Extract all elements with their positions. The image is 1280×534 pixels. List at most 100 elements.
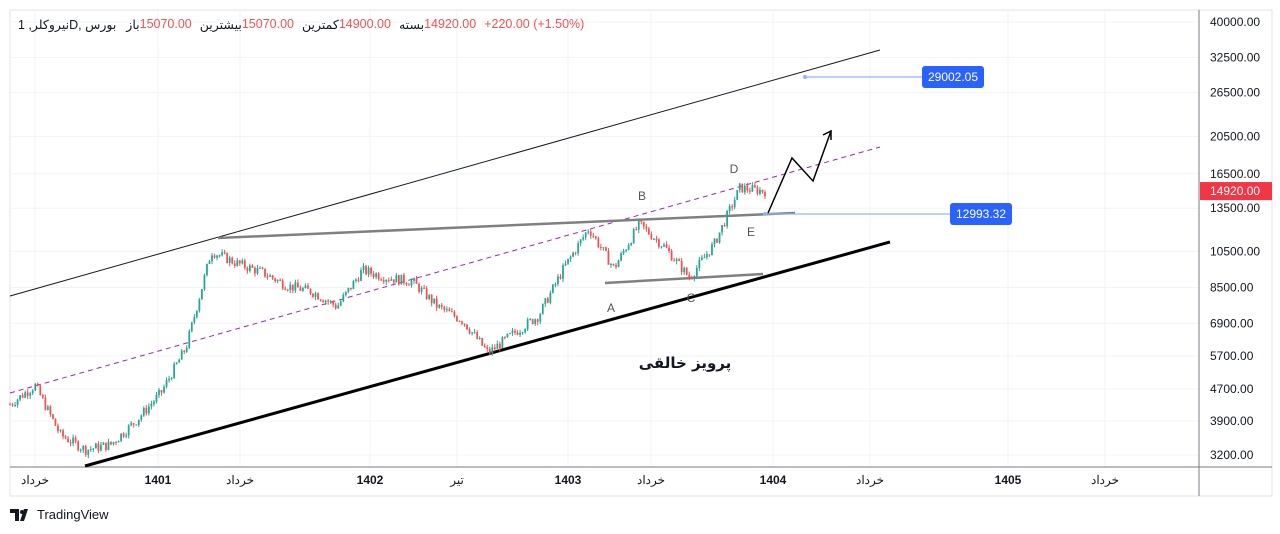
candle-body [700,257,703,260]
candle-body [736,190,739,200]
candle-body [599,246,602,248]
candle-body [572,252,574,257]
candle-body [597,238,600,247]
price-level-anchor [803,75,807,79]
candle-body [296,282,299,288]
projection-path [767,130,832,214]
candle-body [39,385,42,396]
close-value: 14920.00 [424,17,477,31]
candle-body [360,270,362,281]
candle-body [238,260,241,264]
candle-body [228,257,231,264]
candle-body [339,301,342,306]
candle-body [135,424,138,426]
candle-body [534,319,537,324]
candle-body [362,265,365,271]
candle-body [380,279,383,281]
candle-body [594,236,597,239]
candle-body [44,397,47,410]
tradingview-logo-icon [10,508,28,521]
candle-body [26,392,29,396]
candle-body [567,258,569,264]
candle-body [698,259,701,268]
candle-body [125,435,128,437]
candle-body [645,226,648,229]
candle-body [155,394,158,402]
candle-body [64,436,67,439]
candle-body [370,267,372,274]
candle-body [670,251,673,261]
candle-body [324,300,327,303]
candle-body [716,238,718,243]
candle-body [706,254,708,258]
candle-body [185,347,188,352]
candle-body [630,243,633,246]
candle-body [216,255,218,258]
candle-body [549,292,552,303]
candle-body [264,268,266,277]
candle-body [195,310,198,317]
candle-body [102,442,105,445]
candle-body [473,332,476,334]
candle-body [221,252,224,256]
candle-body [107,441,110,450]
change-value: +220.00 (+1.50%) [484,17,585,31]
x-tick-label: خرداد [1091,473,1119,487]
symbol-title[interactable]: نیروکلر, 1D, بورس [18,18,117,32]
candle-body [753,185,756,188]
candle-body [625,249,628,252]
candle-body [211,255,213,262]
candle-body [514,330,516,333]
y-tick-label: 4700.00 [1210,382,1254,396]
candle-body [170,378,173,380]
candle-body [97,443,100,451]
candle-body [461,321,463,324]
candle-body [433,298,436,304]
candle-body [607,250,610,265]
candle-body [183,350,186,352]
candle-body [564,263,567,266]
candle-body [680,261,683,273]
candle-body [74,437,77,442]
candle-body [764,192,766,197]
candle-body [577,243,580,254]
candle-body [728,206,731,212]
candle-body [286,289,289,291]
candle-body [723,224,726,227]
candle-body [408,284,410,286]
candle-body [355,279,357,281]
candle-body [304,285,307,289]
candle-body [658,239,660,247]
candle-body [352,280,355,290]
candle-body [493,347,496,349]
candle-body [59,430,62,432]
candle-body [94,443,97,449]
candle-body [711,244,713,255]
candle-body [420,287,423,292]
price-level-anchor [763,212,767,216]
candle-body [413,278,415,281]
candle-body [539,314,542,322]
candle-body [188,331,191,348]
tradingview-brand[interactable]: TradingView [10,507,109,522]
candle-body [160,390,163,393]
candle-body [637,219,640,230]
candle-body [751,185,754,192]
candle-body [175,362,178,365]
candle-body [241,260,244,264]
candle-body [21,395,24,398]
candle-body [536,319,539,322]
candle-body [254,267,256,274]
candle-body [357,279,360,281]
candle-body [582,237,585,240]
candle-body [291,284,294,291]
channel-lower-line [84,240,891,468]
candle-body [387,279,390,281]
candle-body [236,260,239,266]
candle-body [756,187,759,194]
candle-body [31,390,34,394]
candle-body [203,275,206,289]
candle-body [299,287,302,291]
candle-body [173,364,176,379]
